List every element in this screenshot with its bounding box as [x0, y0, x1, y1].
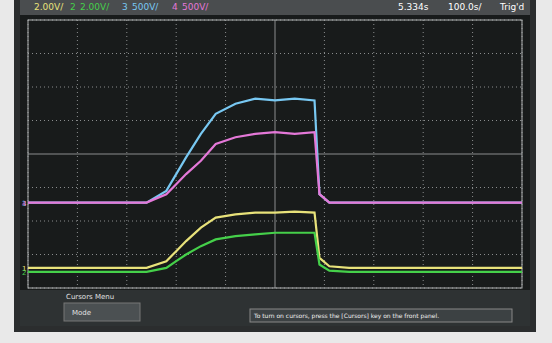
background	[0, 0, 552, 343]
annotation: 2.00V/	[80, 2, 110, 12]
grid	[28, 20, 522, 288]
header-bar	[20, 0, 530, 15]
grid-line-y	[28, 154, 522, 155]
trace	[28, 99, 522, 203]
grid-line-y	[28, 254, 522, 255]
trace	[28, 132, 522, 202]
trace	[28, 212, 522, 268]
trace	[28, 233, 522, 272]
menu-bar	[20, 290, 530, 326]
channel-marker: 4	[22, 200, 27, 208]
scope-photo: 12342.00V/22.00V/3500V/4500V/5.334s100.0…	[0, 0, 552, 343]
annotation: 2	[70, 2, 76, 12]
annotation: 500V/	[132, 2, 159, 12]
annotation: 3	[122, 2, 128, 12]
grid-line-y	[28, 53, 522, 54]
annotation: 100.0s/	[448, 2, 482, 12]
annotation: To turn on cursors, press the [Cursors] …	[253, 312, 439, 320]
mode-softkey[interactable]	[64, 303, 140, 321]
annotation: 2.00V/	[34, 2, 64, 12]
grid-line-y	[28, 120, 522, 121]
annotation: 500V/	[182, 2, 209, 12]
annotation: Trig'd	[499, 2, 524, 12]
bezel	[14, 0, 536, 332]
annotation: 4	[172, 2, 178, 12]
grid-line-y	[28, 87, 522, 88]
annotation: Cursors Menu	[66, 293, 114, 301]
screen	[20, 0, 530, 326]
annotation: 5.334s	[398, 2, 429, 12]
channel-marker: 2	[22, 269, 26, 277]
message-box	[250, 309, 512, 322]
traces	[28, 99, 522, 272]
annotation: Mode	[72, 309, 91, 317]
channel-marker: 3	[22, 200, 26, 208]
grid-line-y	[28, 221, 522, 222]
plot-frame	[28, 20, 522, 288]
grid-line-y	[28, 187, 522, 188]
